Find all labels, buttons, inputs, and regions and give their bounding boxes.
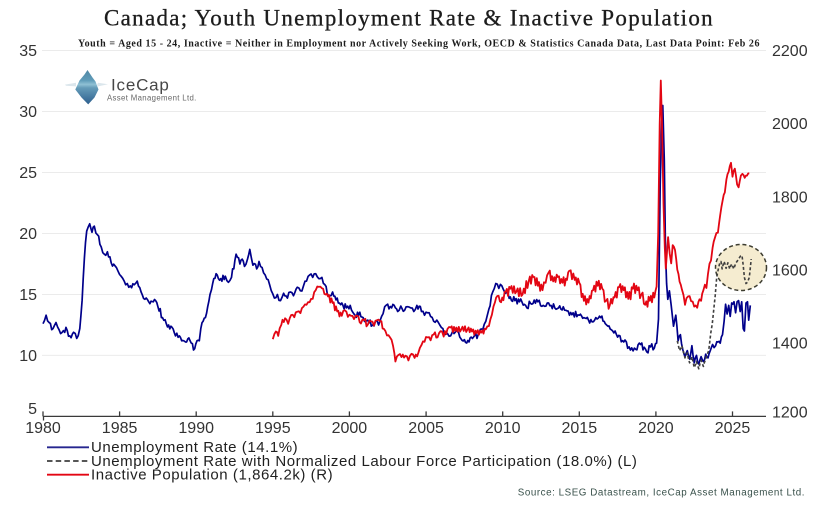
- svg-text:1200: 1200: [772, 405, 808, 422]
- svg-text:Unemployment Rate (14.1%): Unemployment Rate (14.1%): [91, 439, 298, 456]
- svg-text:25: 25: [19, 165, 37, 182]
- svg-text:Canada; Youth Unemployment Rat: Canada; Youth Unemployment Rate & Inacti…: [104, 6, 714, 31]
- svg-text:1980: 1980: [25, 420, 61, 437]
- svg-text:2005: 2005: [408, 420, 444, 437]
- svg-text:30: 30: [19, 104, 37, 121]
- svg-text:2200: 2200: [772, 43, 808, 60]
- svg-text:2000: 2000: [332, 420, 368, 437]
- svg-text:1400: 1400: [772, 336, 808, 353]
- svg-text:Unemployment Rate with Normali: Unemployment Rate with Normalized Labour…: [91, 453, 637, 470]
- svg-text:2020: 2020: [638, 420, 674, 437]
- svg-text:Youth = Aged 15 - 24, Inactive: Youth = Aged 15 - 24, Inactive = Neither…: [78, 39, 760, 50]
- svg-text:15: 15: [19, 287, 37, 304]
- svg-text:5: 5: [28, 401, 37, 418]
- svg-text:2015: 2015: [562, 420, 598, 437]
- svg-text:1985: 1985: [102, 420, 138, 437]
- svg-text:1600: 1600: [772, 263, 808, 280]
- svg-text:35: 35: [19, 43, 37, 60]
- svg-text:IceCap: IceCap: [111, 76, 170, 95]
- svg-text:2010: 2010: [485, 420, 521, 437]
- svg-text:Source: LSEG Datastream, IceCa: Source: LSEG Datastream, IceCap Asset Ma…: [518, 488, 805, 499]
- svg-text:10: 10: [19, 348, 37, 365]
- svg-text:1990: 1990: [178, 420, 214, 437]
- svg-text:Inactive Population (1,864.2k): Inactive Population (1,864.2k) (R): [91, 467, 333, 484]
- svg-text:1800: 1800: [772, 189, 808, 206]
- svg-text:1995: 1995: [255, 420, 291, 437]
- svg-text:Asset Management Ltd.: Asset Management Ltd.: [107, 94, 197, 103]
- svg-text:2000: 2000: [772, 116, 808, 133]
- svg-text:2025: 2025: [715, 420, 751, 437]
- svg-text:20: 20: [19, 226, 37, 243]
